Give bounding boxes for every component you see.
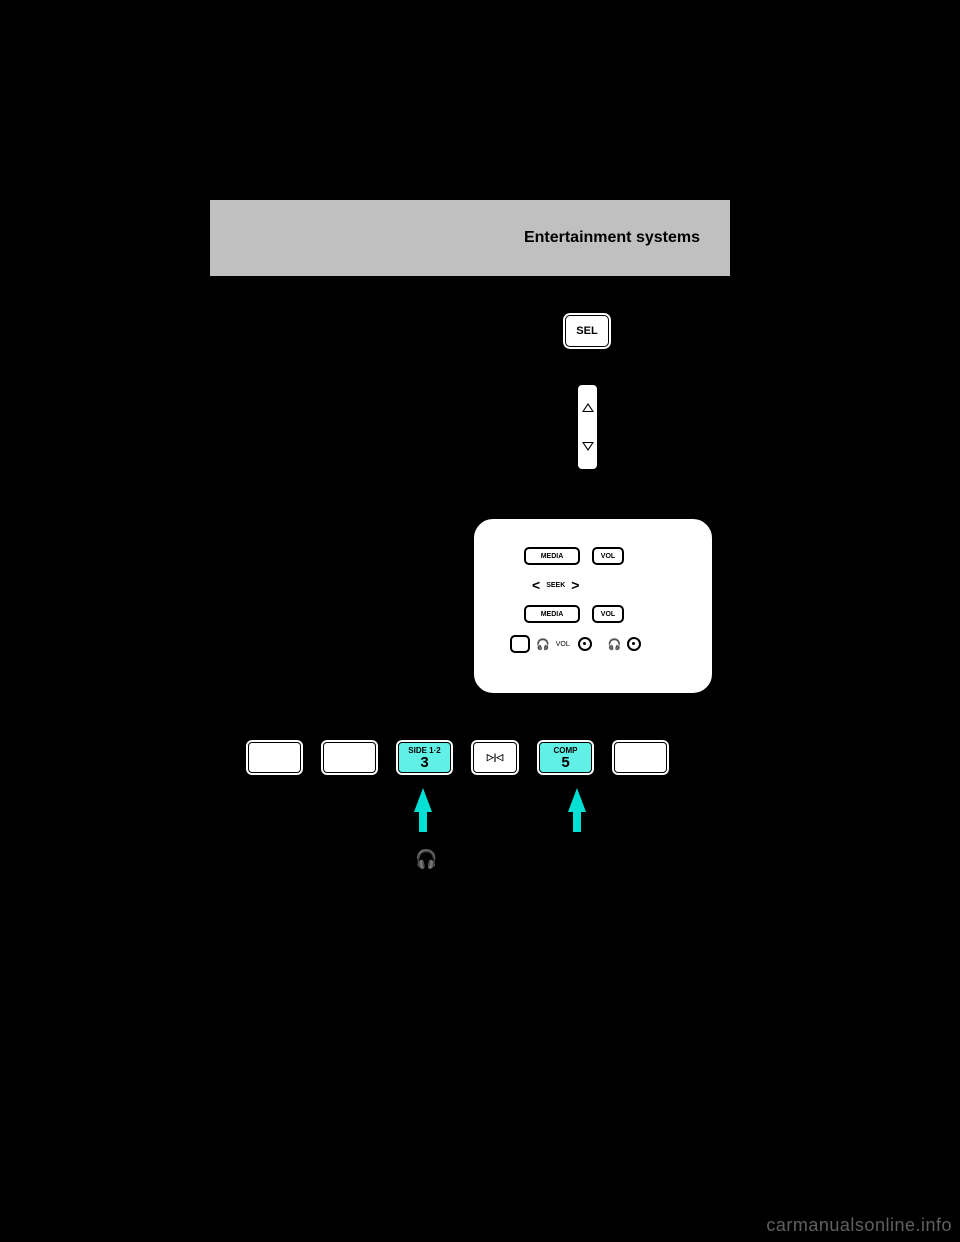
sel-label: SEL xyxy=(576,325,597,337)
arrow-stem-1 xyxy=(419,812,427,832)
headphone-large-icon: 🎧 xyxy=(415,849,437,870)
arrow-up-icon xyxy=(582,403,594,412)
arrow-up-cyan-icon-2 xyxy=(568,788,586,812)
arrow-up-cyan-icon xyxy=(414,788,432,812)
volume-knob-1[interactable] xyxy=(578,637,592,651)
arrow-stem-2 xyxy=(573,812,581,832)
header-bar: Entertainment systems xyxy=(210,200,730,276)
volume-knob-2[interactable] xyxy=(627,637,641,651)
panel-row-3: MEDIA VOL xyxy=(524,603,682,625)
panel-bottom-row: 🎧 VOL 🎧 xyxy=(510,635,682,653)
preset-5-comp[interactable]: COMP 5 xyxy=(534,737,597,778)
media-button-2[interactable]: MEDIA xyxy=(524,605,580,623)
headphone-icon: 🎧 xyxy=(536,638,550,651)
vol-label-1: VOL xyxy=(556,641,570,648)
arrow-down-icon xyxy=(582,442,594,451)
seek-left-icon[interactable]: < xyxy=(532,577,540,593)
page-container: Entertainment systems xyxy=(210,200,730,276)
preset-button-strip: 1 2 SIDE 1·2 3 ▷|◁ COMP 5 6 xyxy=(243,737,672,778)
preset-3-side[interactable]: SIDE 1·2 3 xyxy=(393,737,456,778)
preset-6[interactable]: 6 xyxy=(609,737,672,778)
preset-4-dolby[interactable]: ▷|◁ xyxy=(468,737,522,778)
seek-row: < SEEK > xyxy=(504,577,682,593)
headphone-icon-2: 🎧 xyxy=(608,638,622,651)
seek-label: SEEK xyxy=(546,582,565,589)
preset-2[interactable]: 2 xyxy=(318,737,381,778)
panel-row-1: MEDIA VOL xyxy=(524,545,682,567)
up-down-rocker[interactable] xyxy=(576,383,599,471)
media-button-1[interactable]: MEDIA xyxy=(524,547,580,565)
preset-3-num: 3 xyxy=(420,755,428,770)
rear-control-panel: MEDIA VOL < SEEK > MEDIA VOL 🎧 VOL 🎧 xyxy=(471,516,715,696)
watermark: carmanualsonline.info xyxy=(758,1209,960,1242)
seek-right-icon[interactable]: > xyxy=(571,577,579,593)
header-title: Entertainment systems xyxy=(524,229,700,247)
sel-button[interactable]: SEL xyxy=(560,310,614,352)
vol-button-2[interactable]: VOL xyxy=(592,605,624,623)
callout-arrow-1 xyxy=(414,788,432,832)
mem-button[interactable] xyxy=(510,635,530,653)
callout-arrow-2 xyxy=(568,788,586,832)
preset-1[interactable]: 1 xyxy=(243,737,306,778)
dolby-icon: ▷|◁ xyxy=(487,752,503,763)
preset-5-num: 5 xyxy=(561,755,569,770)
vol-button-1[interactable]: VOL xyxy=(592,547,624,565)
